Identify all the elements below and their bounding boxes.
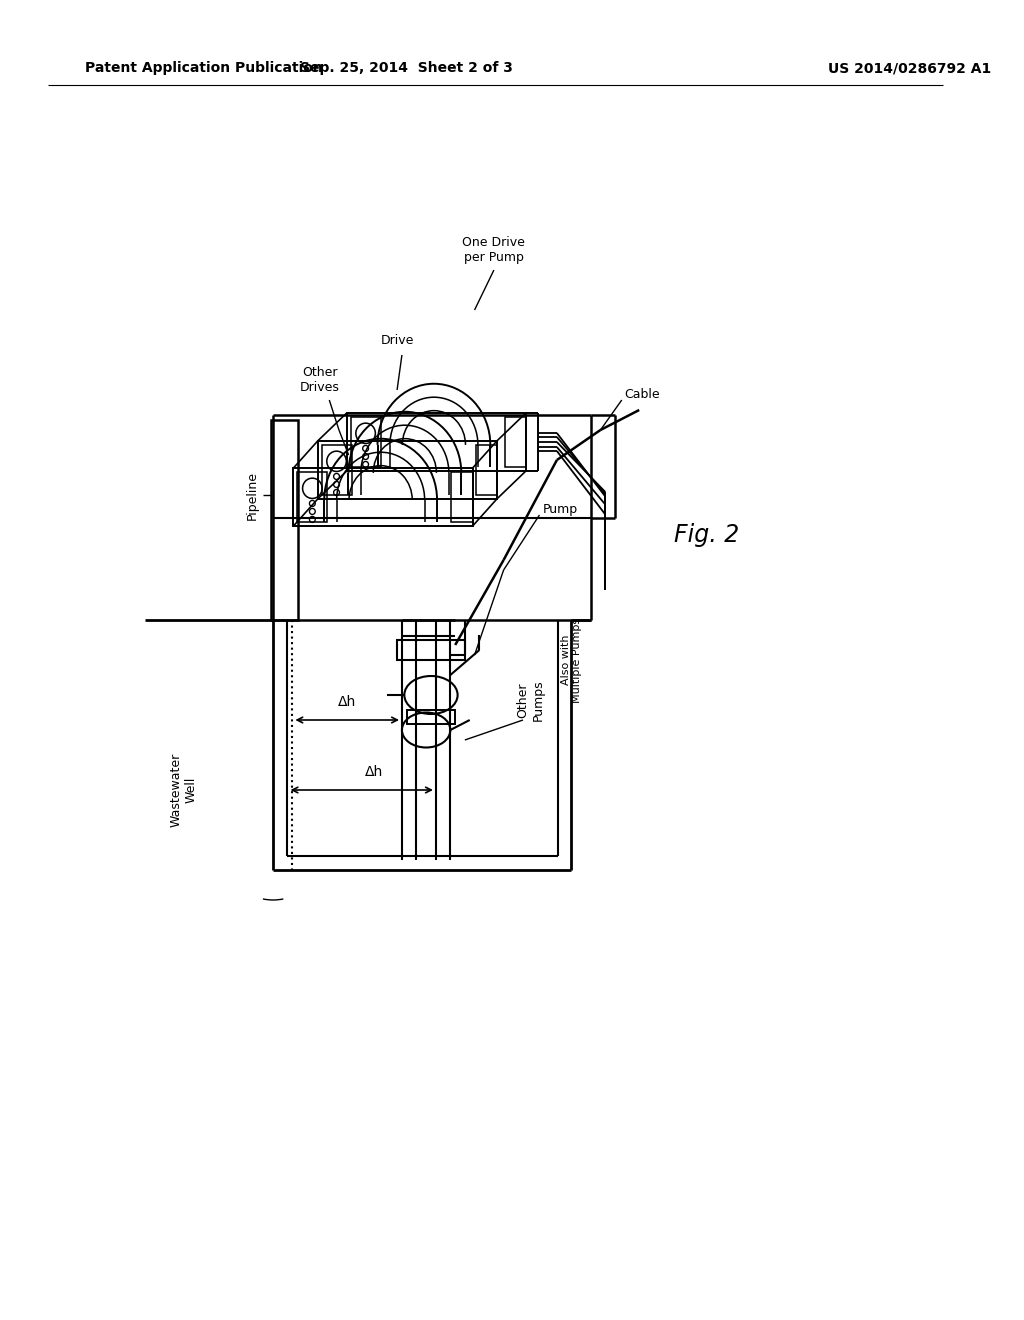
Text: Δh: Δh (365, 766, 383, 779)
Text: Drive: Drive (380, 334, 414, 346)
Bar (271, 420, 298, 620)
Text: Δh: Δh (338, 696, 356, 709)
Bar (350, 417, 381, 467)
Text: US 2014/0286792 A1: US 2014/0286792 A1 (828, 61, 991, 75)
Text: Also with
Multiple Pumps: Also with Multiple Pumps (560, 618, 583, 702)
Text: Other
Pumps: Other Pumps (517, 680, 545, 721)
Bar (475, 445, 497, 495)
Bar (317, 441, 497, 499)
Bar (407, 710, 456, 723)
Text: Fig. 2: Fig. 2 (675, 523, 739, 546)
Bar (297, 473, 328, 521)
Bar (452, 473, 473, 521)
Text: Other
Drives: Other Drives (300, 366, 340, 393)
Text: Patent Application Publication: Patent Application Publication (85, 61, 323, 75)
Text: One Drive
per Pump: One Drive per Pump (463, 236, 525, 264)
Text: Pump: Pump (543, 503, 578, 516)
Bar (505, 417, 526, 467)
Bar (397, 640, 465, 660)
Bar (294, 469, 473, 525)
Text: Wastewater
Well: Wastewater Well (170, 752, 198, 828)
Text: Cable: Cable (625, 388, 660, 401)
Bar (347, 413, 526, 471)
Text: Sep. 25, 2014  Sheet 2 of 3: Sep. 25, 2014 Sheet 2 of 3 (300, 61, 513, 75)
Text: Pipeline: Pipeline (246, 470, 258, 520)
Bar (322, 445, 351, 495)
